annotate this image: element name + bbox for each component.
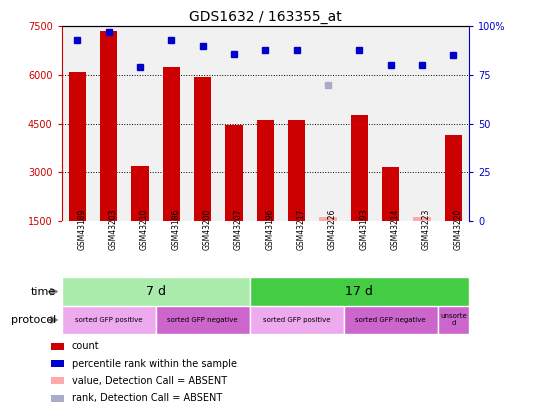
Text: unsorte
d: unsorte d [440,313,467,326]
Text: GSM43189: GSM43189 [77,209,86,250]
Text: GSM43210: GSM43210 [140,209,149,250]
Bar [445,135,462,221]
Bar [344,306,438,334]
Bar [155,306,250,334]
Text: GSM43223: GSM43223 [422,209,431,250]
Bar [344,26,375,221]
Bar [257,120,274,221]
Bar [218,26,250,221]
Bar [250,26,281,221]
Text: GSM43217: GSM43217 [296,209,306,250]
Bar [413,217,430,221]
Bar [250,306,344,334]
Bar [187,26,218,221]
Bar [51,394,64,401]
Text: protocol: protocol [11,315,56,325]
Text: percentile rank within the sample: percentile rank within the sample [71,359,236,369]
Bar [225,125,243,221]
Text: sorted GFP negative: sorted GFP negative [355,317,426,323]
Text: 17 d: 17 d [345,285,373,298]
Text: GSM43214: GSM43214 [391,209,400,250]
Text: time: time [31,287,56,296]
Bar [438,26,469,221]
Text: 7 d: 7 d [146,285,166,298]
Bar [155,26,187,221]
Bar [93,26,124,221]
Bar [62,277,250,306]
Text: value, Detection Call = ABSENT: value, Detection Call = ABSENT [71,376,227,386]
Text: GSM43193: GSM43193 [359,209,368,250]
Bar [51,360,64,367]
Bar [351,115,368,221]
Bar [69,72,86,221]
Bar [288,120,306,221]
Bar [194,77,211,221]
Text: sorted GFP negative: sorted GFP negative [167,317,238,323]
Title: GDS1632 / 163355_at: GDS1632 / 163355_at [189,10,341,24]
Text: GSM43207: GSM43207 [234,209,243,250]
Bar [319,217,337,221]
Bar [62,26,93,221]
Bar [250,277,469,306]
Bar [51,343,64,350]
Bar [62,306,155,334]
Bar [438,306,469,334]
Bar [406,26,438,221]
Bar [382,167,399,221]
Text: count: count [71,341,99,352]
Bar [124,26,155,221]
Bar [100,31,117,221]
Text: GSM43220: GSM43220 [453,209,463,250]
Text: GSM43200: GSM43200 [203,209,212,250]
Text: GSM43186: GSM43186 [172,209,180,250]
Text: rank, Detection Call = ABSENT: rank, Detection Call = ABSENT [71,393,222,403]
Text: sorted GFP positive: sorted GFP positive [263,317,330,323]
Bar [281,26,312,221]
Bar [51,377,64,384]
Bar [375,26,406,221]
Bar [163,67,180,221]
Bar [131,166,148,221]
Text: GSM43196: GSM43196 [265,209,274,250]
Text: sorted GFP positive: sorted GFP positive [75,317,143,323]
Bar [312,26,344,221]
Text: GSM43226: GSM43226 [328,209,337,250]
Text: GSM43203: GSM43203 [109,209,117,250]
